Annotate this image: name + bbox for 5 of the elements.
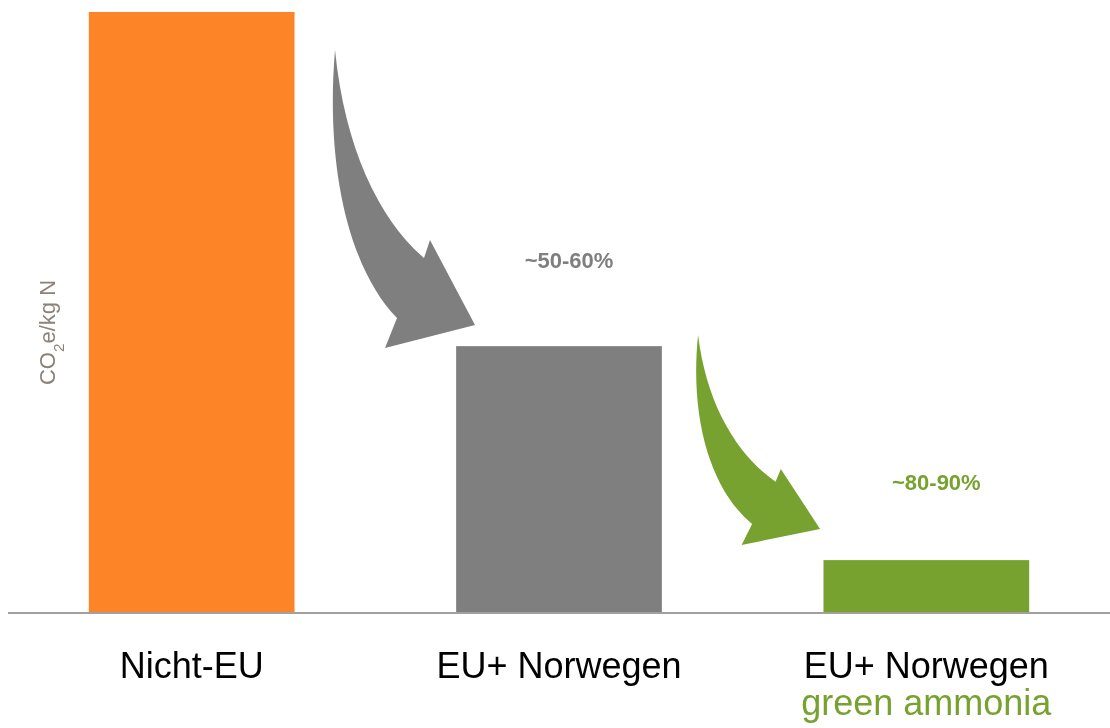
x-tick-label: EU+ Norwegen <box>436 645 682 686</box>
annotation: ~80-90% <box>891 470 981 496</box>
annotation: ~50-60% <box>524 248 614 274</box>
x-tick-label: EU+ Norwegen green ammonia <box>801 645 1053 723</box>
x-tick-label: Nicht-EU <box>119 645 264 686</box>
